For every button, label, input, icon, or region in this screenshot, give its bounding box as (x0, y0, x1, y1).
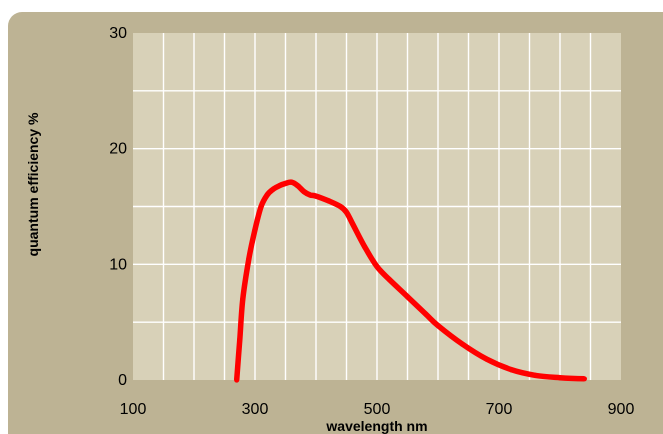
data-point (404, 294, 411, 300)
y-axis-label: quantum efficiency % (25, 112, 41, 256)
data-point (246, 256, 252, 262)
y-tick-label: 0 (118, 372, 127, 389)
y-tick-label: 30 (109, 25, 127, 42)
data-point (423, 311, 429, 317)
y-tick-label: 10 (109, 256, 127, 273)
data-point (343, 209, 350, 215)
data-point (276, 183, 282, 189)
data-point (386, 276, 392, 282)
x-axis-label: wavelength nm (325, 418, 427, 434)
data-point (350, 221, 356, 227)
data-point (313, 193, 319, 199)
data-point (557, 375, 563, 381)
x-tick-labels: 100 300 500 700 900 (120, 401, 635, 418)
x-tick-label: 700 (486, 401, 513, 418)
data-point (435, 323, 441, 329)
data-point (270, 186, 276, 192)
data-point (301, 188, 307, 195)
data-point (237, 336, 243, 343)
data-point (374, 264, 380, 270)
data-point (252, 227, 258, 233)
data-point (533, 372, 539, 378)
data-point (289, 179, 295, 185)
data-point (264, 192, 270, 198)
y-tick-label: 20 (109, 141, 127, 158)
data-point (581, 376, 588, 382)
data-point (295, 183, 301, 189)
data-point (362, 244, 368, 250)
x-tick-label: 900 (608, 401, 635, 418)
data-point (337, 203, 343, 210)
x-tick-label: 300 (242, 401, 269, 418)
data-point (307, 192, 313, 198)
curve-points (234, 179, 588, 383)
grid-lines (133, 33, 621, 380)
data-point (325, 198, 331, 204)
y-tick-labels: 0 10 20 30 (109, 25, 127, 389)
data-point (282, 180, 289, 186)
data-point (234, 377, 240, 383)
data-point (258, 203, 264, 210)
data-point (459, 341, 465, 347)
data-point (484, 356, 490, 362)
data-point (240, 296, 246, 302)
x-tick-label: 500 (364, 401, 391, 418)
x-tick-label: 100 (120, 401, 147, 418)
data-point (508, 367, 514, 373)
